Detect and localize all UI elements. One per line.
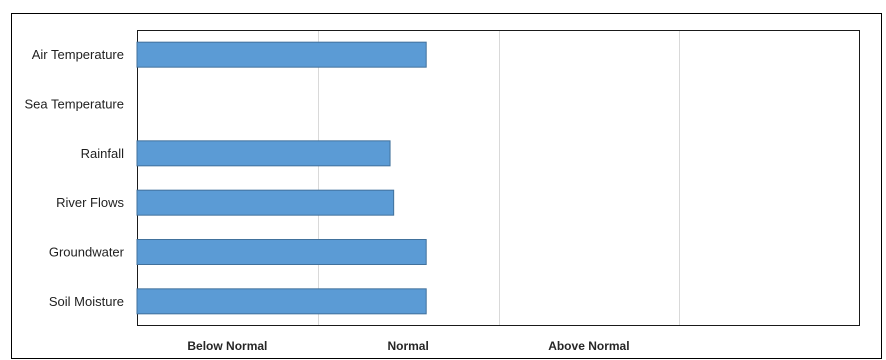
x-tick-label: Normal — [387, 339, 428, 353]
bars — [136, 41, 427, 315]
category-label: Soil Moisture — [49, 294, 124, 309]
x-tick-label: Above Normal — [548, 339, 629, 353]
x-axis-labels: Below Normal Normal Above Normal — [187, 339, 629, 353]
bar — [136, 288, 427, 315]
bar — [136, 239, 427, 265]
category-label: Groundwater — [49, 245, 125, 260]
category-label: River Flows — [56, 195, 124, 210]
category-label: Sea Temperature — [25, 97, 125, 112]
category-label: Rainfall — [81, 146, 124, 161]
grid-lines — [318, 30, 680, 326]
category-label: Air Temperature — [32, 47, 124, 62]
bar — [136, 140, 391, 167]
plot-area-border — [137, 30, 860, 326]
bar — [136, 41, 427, 68]
x-tick-label: Below Normal — [187, 339, 267, 353]
plot-area — [137, 30, 860, 326]
category-labels: Air Temperature Sea Temperature Rainfall Ri… — [25, 47, 125, 309]
bar — [136, 189, 395, 216]
